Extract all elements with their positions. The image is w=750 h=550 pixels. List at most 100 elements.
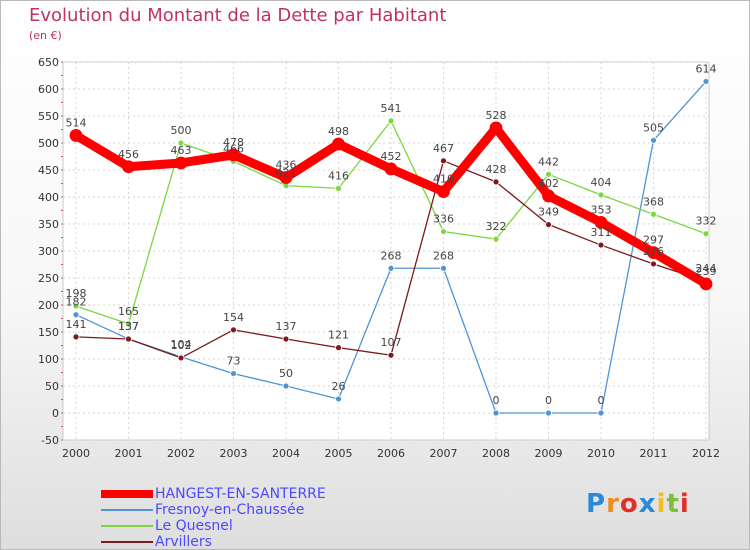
- legend-swatch-quesnel: [101, 525, 153, 527]
- data-point-fresnoy: [702, 78, 710, 85]
- data-label-hangest: 478: [223, 136, 244, 149]
- y-tick-label: 150: [38, 326, 59, 339]
- data-point-hangest: [69, 129, 83, 142]
- y-tick-label: 450: [38, 164, 59, 177]
- data-label-fresnoy: 505: [643, 121, 664, 134]
- x-tick-label: 2010: [587, 447, 615, 460]
- y-tick-label: 200: [38, 299, 59, 312]
- legend-label-arvillers: Arvillers: [155, 534, 212, 550]
- x-tick-label: 2000: [62, 447, 90, 460]
- x-tick-label: 2008: [482, 447, 510, 460]
- chart-subtitle: (en €): [29, 29, 62, 42]
- axes: -500501001502002503003504004505005506006…: [38, 56, 720, 460]
- data-label-fresnoy: 614: [696, 62, 717, 75]
- data-label-quesnel: 500: [171, 124, 192, 137]
- logo-letter: x: [638, 489, 657, 519]
- data-point-arvillers: [230, 326, 237, 334]
- data-label-hangest: 463: [171, 144, 192, 157]
- data-point-hangest: [699, 277, 713, 291]
- legend-swatch-arvillers: [101, 541, 153, 543]
- data-label-hangest: 456: [118, 148, 139, 161]
- data-label-hangest: 353: [591, 203, 612, 216]
- data-point-arvillers: [177, 354, 185, 362]
- data-point-hangest: [542, 189, 555, 203]
- logo-letter: r: [606, 489, 620, 519]
- y-tick-label: 650: [38, 56, 59, 69]
- data-point-quesnel: [335, 184, 342, 192]
- y-tick-label: 50: [45, 380, 59, 393]
- data-label-fresnoy: 50: [279, 367, 293, 380]
- y-tick-label: 0: [52, 407, 59, 420]
- data-point-quesnel: [72, 302, 80, 310]
- data-label-fresnoy: 0: [545, 394, 552, 407]
- data-point-quesnel: [492, 235, 500, 243]
- data-label-arvillers: 349: [538, 206, 559, 219]
- logo-letter: i: [679, 489, 690, 519]
- legend: HANGEST-EN-SANTERRE Fresnoy-en-Chaussée …: [101, 486, 421, 550]
- series-layer: [69, 78, 713, 417]
- data-point-fresnoy: [545, 409, 552, 417]
- data-point-hangest: [594, 215, 608, 229]
- proxiti-logo: Proxiti: [586, 489, 690, 519]
- logo-letter: P: [586, 489, 607, 519]
- x-tick-label: 2007: [430, 447, 458, 460]
- data-point-fresnoy: [597, 409, 605, 417]
- data-point-fresnoy: [492, 409, 500, 417]
- y-tick-label: 550: [38, 110, 59, 123]
- data-point-arvillers: [282, 335, 290, 343]
- x-tick-label: 2002: [167, 447, 195, 460]
- data-label-fresnoy: 182: [66, 296, 87, 309]
- data-label-fresnoy: 0: [493, 394, 500, 407]
- data-label-quesnel: 322: [486, 220, 507, 233]
- data-label-arvillers: 121: [328, 329, 349, 342]
- data-point-hangest: [174, 156, 188, 170]
- data-point-fresnoy: [72, 311, 80, 319]
- x-tick-label: 2001: [115, 447, 143, 460]
- data-label-arvillers: 102: [171, 339, 192, 352]
- data-label-arvillers: 244: [696, 262, 717, 275]
- data-labels: 514 456 463 478 436 498 452 410 528 402 353 297 239 1…: [66, 62, 717, 407]
- data-point-arvillers: [125, 335, 132, 343]
- data-label-arvillers: 154: [223, 311, 244, 324]
- data-label-hangest: 410: [433, 173, 454, 186]
- y-tick-label: 250: [38, 272, 59, 285]
- data-point-hangest: [332, 137, 345, 151]
- legend-label-quesnel: Le Quesnel: [155, 518, 233, 534]
- data-point-arvillers: [545, 221, 552, 228]
- legend-swatch-fresnoy: [101, 509, 153, 511]
- data-point-hangest: [489, 121, 503, 135]
- data-label-quesnel: 198: [66, 287, 87, 300]
- data-label-quesnel: 416: [328, 169, 349, 182]
- data-point-fresnoy: [650, 136, 657, 144]
- x-tick-label: 2005: [325, 447, 353, 460]
- data-point-quesnel: [440, 228, 447, 235]
- x-tick-label: 2009: [535, 447, 563, 460]
- y-tick-label: 100: [38, 353, 59, 366]
- x-tick-label: 2006: [377, 447, 405, 460]
- data-point-arvillers: [335, 344, 342, 352]
- data-label-quesnel: 165: [118, 305, 139, 318]
- data-point-arvillers: [440, 157, 447, 165]
- y-tick-label: 600: [38, 83, 59, 96]
- data-label-hangest: 498: [328, 125, 349, 138]
- data-label-quesnel: 466: [223, 142, 244, 155]
- data-label-fresnoy: 0: [598, 394, 605, 407]
- legend-item-arvillers: Arvillers: [101, 534, 421, 550]
- data-point-quesnel: [387, 117, 395, 125]
- data-label-quesnel: 421: [276, 167, 297, 180]
- y-tick-label: 350: [38, 218, 59, 231]
- data-label-hangest: 297: [643, 234, 664, 247]
- legend-item-hangest: HANGEST-EN-SANTERRE: [101, 486, 421, 502]
- data-point-quesnel: [650, 210, 657, 218]
- data-label-quesnel: 442: [538, 155, 559, 168]
- x-tick-label: 2004: [272, 447, 300, 460]
- data-label-arvillers: 137: [118, 320, 139, 333]
- data-point-hangest: [384, 162, 398, 176]
- data-label-quesnel: 404: [591, 176, 612, 189]
- x-tick-label: 2003: [220, 447, 248, 460]
- data-point-fresnoy: [230, 370, 237, 377]
- data-label-arvillers: 107: [381, 336, 402, 349]
- legend-label-fresnoy: Fresnoy-en-Chaussée: [155, 502, 305, 518]
